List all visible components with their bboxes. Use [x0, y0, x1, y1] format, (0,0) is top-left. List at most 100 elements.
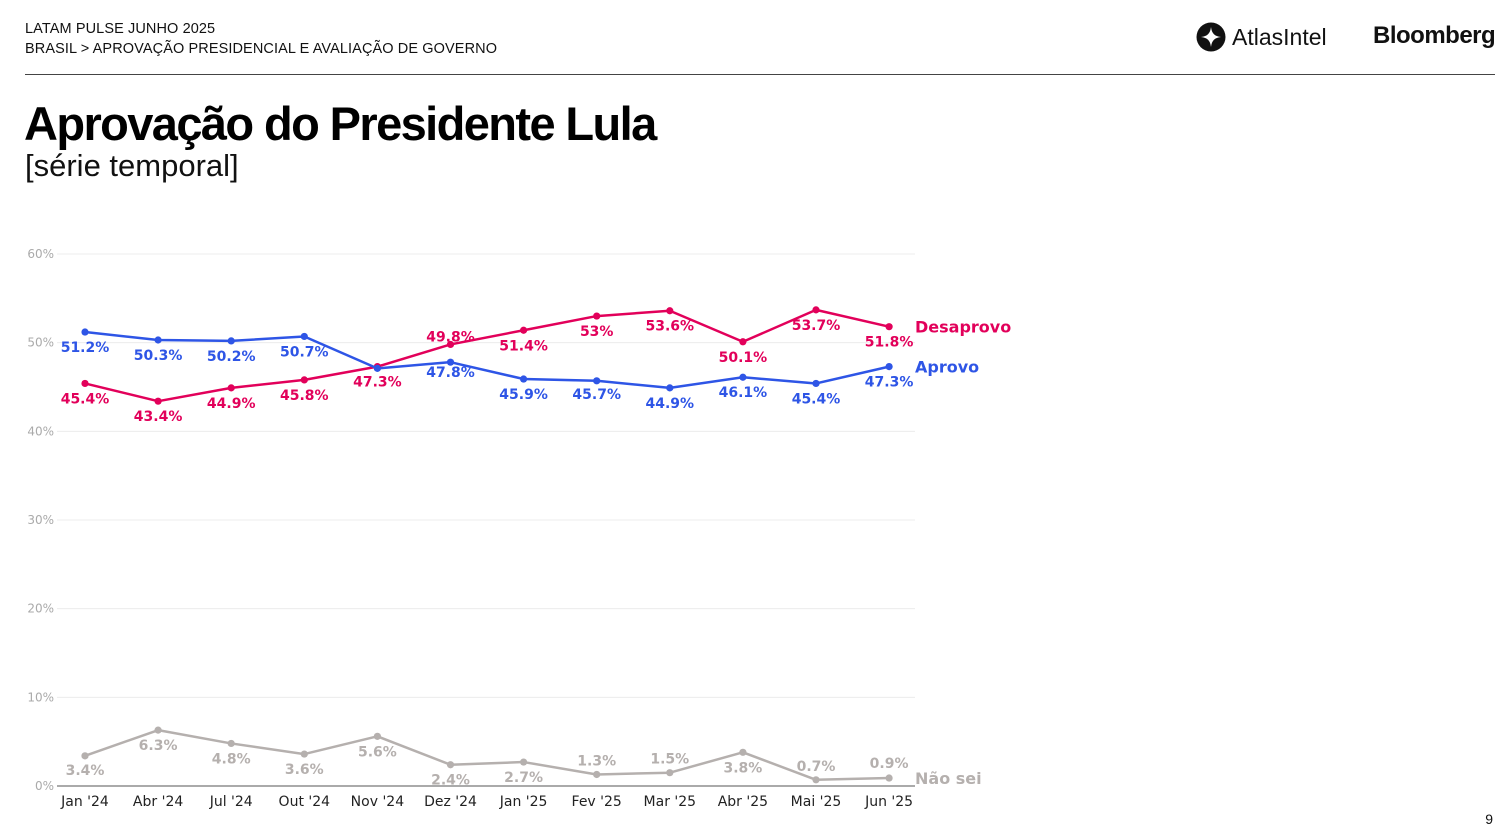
desaprovo-data-label: 47.3% — [353, 375, 402, 391]
nao-sei-data-label: 1.5% — [650, 752, 689, 768]
desaprovo-data-label: 51.8% — [865, 335, 914, 351]
nao-sei-point — [300, 750, 308, 758]
aprovo-data-label: 51.2% — [61, 340, 110, 356]
x-tick-label: Abr '24 — [133, 794, 183, 810]
aprovo-data-label: 45.4% — [792, 391, 841, 407]
aprovo-data-label: 46.1% — [719, 385, 768, 401]
aprovo-data-label: 45.9% — [499, 387, 548, 403]
nao-sei-data-label: 3.4% — [66, 763, 105, 779]
desaprovo-point — [446, 340, 455, 349]
atlasintel-logo: AtlasIntel — [1196, 20, 1327, 54]
nao-sei-data-label: 0.9% — [870, 756, 909, 772]
desaprovo-data-label: 45.8% — [280, 388, 329, 404]
nao-sei-data-label: 6.3% — [139, 738, 178, 754]
aprovo-data-label: 44.9% — [646, 396, 695, 412]
aprovo-point — [154, 336, 162, 344]
page-number: 9 — [1485, 811, 1493, 827]
desaprovo-point — [81, 379, 89, 388]
x-tick-label: Mar '25 — [644, 794, 697, 810]
nao-sei-point — [885, 774, 893, 782]
desaprovo-point — [593, 312, 601, 320]
desaprovo-data-label: 50.1% — [719, 350, 768, 366]
x-tick-label: Dez '24 — [424, 794, 477, 810]
nao-sei-point — [593, 770, 601, 779]
y-tick-label: 10% — [27, 690, 54, 704]
x-tick-label: Nov '24 — [351, 794, 405, 810]
x-tick-label: Mai '25 — [791, 794, 842, 810]
desaprovo-data-label: 53% — [580, 324, 614, 340]
nao-sei-point — [812, 776, 820, 784]
desaprovo-data-label: 49.8% — [426, 329, 475, 345]
nao-sei-series-label: Não sei — [915, 769, 982, 788]
desaprovo-point — [520, 326, 528, 334]
nao-sei-series-line — [84, 728, 890, 782]
nao-sei-point — [81, 752, 89, 760]
y-tick-label: 60% — [27, 247, 54, 261]
aprovo-point — [81, 328, 89, 336]
aprovo-series-label: Aprovo — [915, 358, 979, 377]
x-tick-label: Abr '25 — [718, 794, 768, 810]
x-tick-label: Jan '25 — [499, 794, 548, 810]
desaprovo-data-label: 53.7% — [792, 318, 841, 334]
nao-sei-point — [666, 769, 674, 777]
aprovo-point — [300, 332, 308, 341]
aprovo-point — [520, 375, 528, 383]
nao-sei-point — [520, 758, 528, 766]
page-title: Aprovação do Presidente Lula — [24, 97, 657, 150]
desaprovo-point — [154, 397, 162, 405]
aprovo-point — [739, 373, 747, 381]
desaprovo-point — [300, 376, 308, 384]
nao-sei-point — [373, 732, 381, 740]
aprovo-point — [227, 337, 235, 345]
nao-sei-data-label: 5.6% — [358, 744, 397, 760]
x-tick-label: Jul '24 — [209, 794, 253, 810]
nao-sei-data-label: 1.3% — [577, 753, 616, 769]
aprovo-data-label: 47.8% — [426, 365, 475, 381]
desaprovo-series-line — [84, 308, 890, 403]
nao-sei-data-label: 4.8% — [212, 751, 251, 767]
aprovo-point — [885, 363, 893, 371]
desaprovo-data-label: 43.4% — [134, 409, 183, 425]
desaprovo-point — [812, 306, 820, 314]
nao-sei-data-label: 2.7% — [504, 770, 543, 786]
x-tick-label: Jan '24 — [60, 794, 109, 810]
y-tick-label: 40% — [27, 424, 54, 438]
nao-sei-data-label: 3.8% — [723, 760, 762, 776]
desaprovo-point — [885, 323, 893, 331]
aprovo-data-label: 50.7% — [280, 344, 329, 360]
x-tick-label: Jun '25 — [864, 794, 913, 810]
desaprovo-data-label: 53.6% — [646, 319, 695, 335]
aprovo-point — [812, 379, 820, 388]
aprovo-point — [593, 377, 601, 385]
aprovo-data-label: 45.7% — [572, 387, 621, 403]
x-tick-label: Out '24 — [279, 794, 331, 810]
atlasintel-logo-icon — [1196, 22, 1226, 52]
desaprovo-data-label: 45.4% — [61, 391, 110, 407]
desaprovo-point — [666, 307, 674, 315]
page-subtitle: [série temporal] — [25, 148, 239, 183]
header-divider — [25, 74, 1495, 75]
aprovo-data-label: 47.3% — [865, 375, 914, 391]
nao-sei-point — [227, 739, 235, 748]
nao-sei-data-label: 3.6% — [285, 762, 324, 778]
desaprovo-point — [227, 384, 235, 392]
desaprovo-data-label: 44.9% — [207, 396, 256, 412]
atlasintel-wordmark: AtlasIntel — [1232, 23, 1327, 50]
y-tick-label: 30% — [27, 513, 54, 527]
aprovo-series-line — [84, 330, 890, 390]
aprovo-point — [373, 364, 381, 372]
bloomberg-logo: Bloomberg — [1373, 22, 1496, 49]
aprovo-data-label: 50.2% — [207, 349, 256, 365]
y-tick-label: 0% — [35, 779, 54, 793]
nao-sei-point — [446, 761, 455, 769]
nao-sei-point — [739, 748, 747, 756]
desaprovo-series-label: Desaprovo — [915, 318, 1011, 337]
nao-sei-data-label: 2.4% — [431, 773, 470, 789]
x-tick-label: Fev '25 — [572, 794, 622, 810]
y-tick-label: 20% — [27, 602, 54, 616]
desaprovo-data-label: 51.4% — [499, 338, 548, 354]
aprovo-point — [446, 358, 455, 366]
aprovo-data-label: 50.3% — [134, 348, 183, 364]
y-tick-label: 50% — [27, 336, 54, 350]
